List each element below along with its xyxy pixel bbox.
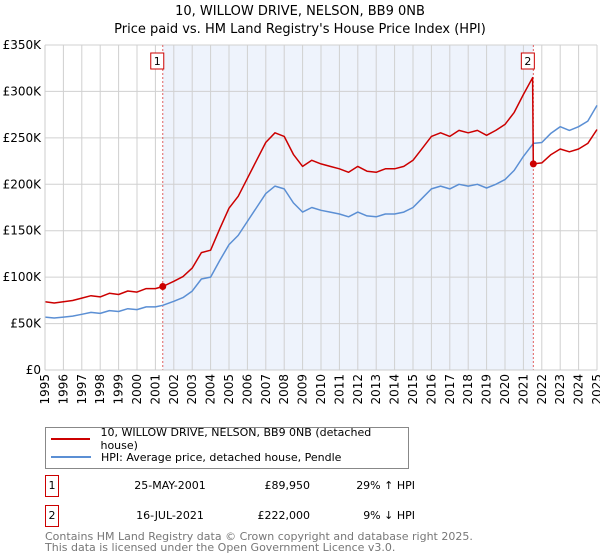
x-tick-label: 2003: [185, 374, 199, 405]
x-tick-label: 2011: [332, 374, 346, 405]
sale-marker-badge: 1: [45, 475, 59, 497]
x-tick-label: 2010: [314, 374, 328, 405]
x-tick-label: 2005: [222, 374, 236, 405]
y-tick-label: £100K: [3, 270, 43, 284]
legend-label: HPI: Average price, detached house, Pend…: [101, 450, 342, 464]
sale-price: £222,000: [257, 509, 311, 522]
sale-row-1: 1 25-MAY-2001 £89,950 29% ↑ HPI: [45, 475, 445, 497]
x-tick-label: 1999: [112, 374, 126, 405]
x-tick-label: 2023: [553, 374, 567, 405]
sale-point: [159, 282, 167, 290]
red-line-swatch: [51, 438, 91, 440]
chart-subtitle: Price paid vs. HM Land Registry's House …: [114, 22, 486, 37]
x-tick-label: 2019: [480, 374, 494, 405]
x-tick-label: 1996: [56, 374, 70, 405]
x-tick-label: 1998: [93, 374, 107, 405]
legend-label: 10, WILLOW DRIVE, NELSON, BB9 0NB (detac…: [100, 426, 372, 452]
x-tick-label: 2015: [406, 374, 420, 405]
price-chart: 1995 1996 1997 1998 1999 2000 2001 2002 2003 2004…: [3, 38, 600, 405]
blue-line-swatch: [51, 456, 91, 458]
footer: Contains HM Land Registry data © Crown c…: [45, 531, 473, 553]
x-tick-label: 2013: [369, 374, 383, 405]
x-tick-label: 2024: [572, 374, 586, 405]
x-tick-label: 2001: [148, 374, 162, 405]
x-tick-label: 2002: [167, 374, 181, 405]
sale-hpi-diff: 9% ↓ HPI: [363, 509, 415, 522]
x-tick-label: 1995: [38, 374, 52, 405]
sale-marker-label: 2: [524, 55, 531, 68]
licence-text: This data is licensed under the Open Gov…: [45, 541, 396, 554]
copyright-text: Contains HM Land Registry data © Crown c…: [45, 530, 473, 543]
sale-hpi-diff: 29% ↑ HPI: [356, 479, 415, 492]
sale-marker-badge: [520, 52, 535, 70]
hpi-series-line: [44, 105, 598, 319]
sale-marker-badge: 2: [45, 505, 59, 527]
x-tick-label: 2025: [590, 374, 600, 405]
legend-item-property: 10, WILLOW DRIVE, NELSON, BB9 0NB (detac…: [46, 426, 408, 452]
x-tick-label: 2007: [259, 374, 273, 405]
sale-date: 25-MAY-2001: [134, 479, 206, 492]
x-tick-label: 2021: [516, 374, 530, 405]
y-tick-label: £0: [26, 363, 41, 377]
chart-title: 10, WILLOW DRIVE, NELSON, BB9 0NB: [175, 4, 425, 19]
y-tick-label: £50K: [10, 317, 42, 331]
legend: 10, WILLOW DRIVE, NELSON, BB9 0NB (detac…: [45, 426, 409, 469]
x-tick-label: 2012: [351, 374, 365, 405]
x-tick-label: 2004: [204, 374, 218, 405]
x-tick-label: 2017: [443, 374, 457, 405]
y-tick-label: £200K: [3, 177, 43, 191]
y-tick-label: £350K: [3, 38, 43, 52]
x-tick-label: 2008: [277, 374, 291, 405]
sale-price: £89,950: [264, 479, 311, 492]
x-tick-label: 2000: [130, 374, 144, 405]
property-series-line: [44, 76, 598, 304]
x-tick-label: 2020: [498, 374, 512, 405]
x-tick-label: 2006: [240, 374, 254, 405]
x-tick-label: 2014: [388, 374, 402, 405]
sale-row-2: 2 16-JUL-2021 £222,000 9% ↓ HPI: [45, 505, 445, 527]
y-tick-label: £150K: [3, 224, 43, 238]
x-tick-label: 1997: [75, 374, 89, 405]
sale-point: [529, 160, 537, 168]
sale-marker-label: 1: [154, 55, 161, 68]
y-tick-label: £250K: [3, 131, 43, 145]
y-tick-label: £300K: [3, 84, 43, 98]
x-tick-label: 2018: [461, 374, 475, 405]
sale-marker-badge: [150, 52, 165, 70]
x-tick-label: 2016: [424, 374, 438, 405]
legend-item-hpi: HPI: Average price, detached house, Pend…: [46, 448, 341, 466]
x-tick-label: 2009: [296, 374, 310, 405]
sale-date: 16-JUL-2021: [136, 509, 204, 522]
ownership-shaded-region: [162, 45, 534, 370]
x-tick-label: 2022: [535, 374, 549, 405]
